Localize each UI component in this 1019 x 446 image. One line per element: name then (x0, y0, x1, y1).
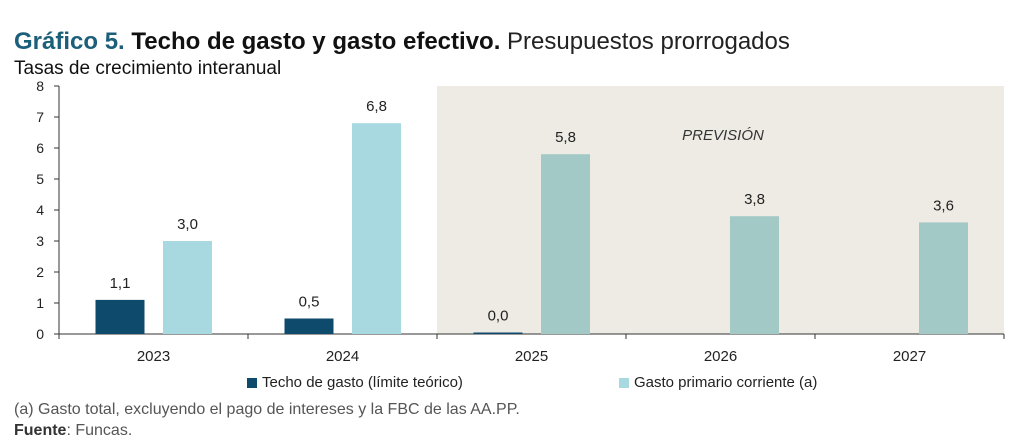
y-tick-label: 0 (36, 326, 44, 342)
chart-title-suffix: Presupuestos prorrogados (507, 28, 790, 55)
y-tick-label: 8 (36, 78, 44, 94)
y-tick-label: 4 (36, 202, 44, 218)
legend-item-gasto: Gasto primario corriente (a) (619, 374, 817, 391)
footnote: (a) Gasto total, excluyendo el pago de i… (14, 401, 520, 418)
data-label: 3,0 (177, 216, 198, 233)
data-label: 3,8 (744, 191, 765, 208)
x-tick-label: 2027 (893, 348, 926, 365)
chart-number: Gráfico 5. (14, 28, 125, 55)
legend-swatch-techo (247, 377, 257, 388)
data-label: 3,6 (933, 197, 954, 214)
data-label: 0,0 (488, 308, 509, 325)
bar-techo (473, 332, 523, 334)
x-tick-label: 2024 (326, 348, 359, 365)
chart-subtitle: Tasas de crecimiento interanual (14, 58, 282, 79)
source-label: Fuente (14, 422, 67, 439)
bar-techo (284, 318, 334, 334)
y-tick-label: 3 (36, 233, 44, 249)
y-tick-label: 5 (36, 171, 44, 187)
chart-main-title: Techo de gasto y gasto efectivo. (131, 28, 501, 55)
bar-gasto (919, 222, 968, 334)
bar-techo (95, 299, 145, 334)
x-tick-label: 2025 (515, 348, 548, 365)
legend-label-gasto: Gasto primario corriente (a) (634, 374, 818, 391)
forecast-label: PREVISIÓN (682, 127, 764, 144)
bar-gasto (730, 216, 779, 334)
x-tick-label: 2026 (704, 348, 737, 365)
y-tick-label: 1 (36, 295, 44, 311)
source-line: Fuente: Funcas. (14, 422, 132, 440)
bar-gasto (163, 241, 212, 334)
data-label: 5,8 (555, 129, 576, 146)
legend-swatch-gasto (619, 377, 629, 388)
forecast-region (437, 86, 1004, 334)
source-text: : Funcas. (66, 422, 133, 439)
chart-title: Gráfico 5. Techo de gasto y gasto efecti… (14, 28, 790, 56)
legend-item-techo: Techo de gasto (límite teórico) (247, 374, 463, 391)
legend-label-techo: Techo de gasto (límite teórico) (262, 374, 463, 391)
y-tick-label: 6 (36, 140, 44, 156)
bar-gasto (352, 123, 401, 334)
data-label: 0,5 (299, 294, 320, 311)
data-label: 1,1 (110, 275, 131, 292)
data-label: 6,8 (366, 98, 387, 115)
bar-gasto (541, 154, 590, 334)
y-tick-label: 2 (36, 264, 44, 280)
x-tick-label: 2023 (137, 348, 170, 365)
y-tick-label: 7 (36, 109, 44, 125)
